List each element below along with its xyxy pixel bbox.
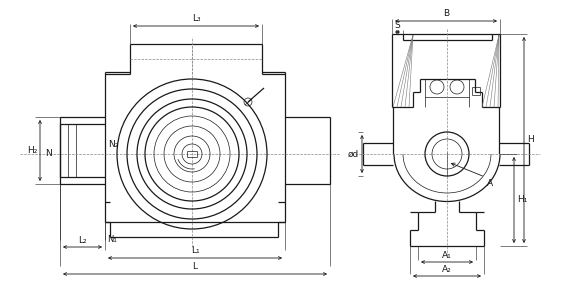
Text: L₂: L₂ — [78, 236, 87, 245]
Text: B: B — [443, 9, 449, 18]
Text: H: H — [527, 136, 534, 144]
Text: N₂: N₂ — [108, 140, 118, 149]
Text: ød: ød — [348, 149, 359, 159]
Text: A: A — [487, 179, 493, 188]
Text: A₁: A₁ — [442, 251, 452, 260]
Text: L₁: L₁ — [191, 246, 199, 255]
Text: L: L — [193, 262, 198, 271]
Text: N₁: N₁ — [107, 235, 117, 244]
Text: L₃: L₃ — [191, 14, 201, 23]
Text: A₂: A₂ — [442, 265, 452, 274]
Text: N: N — [45, 149, 52, 159]
Text: H₁: H₁ — [517, 195, 527, 204]
Text: H₂: H₂ — [27, 146, 37, 155]
Text: S: S — [395, 21, 400, 30]
